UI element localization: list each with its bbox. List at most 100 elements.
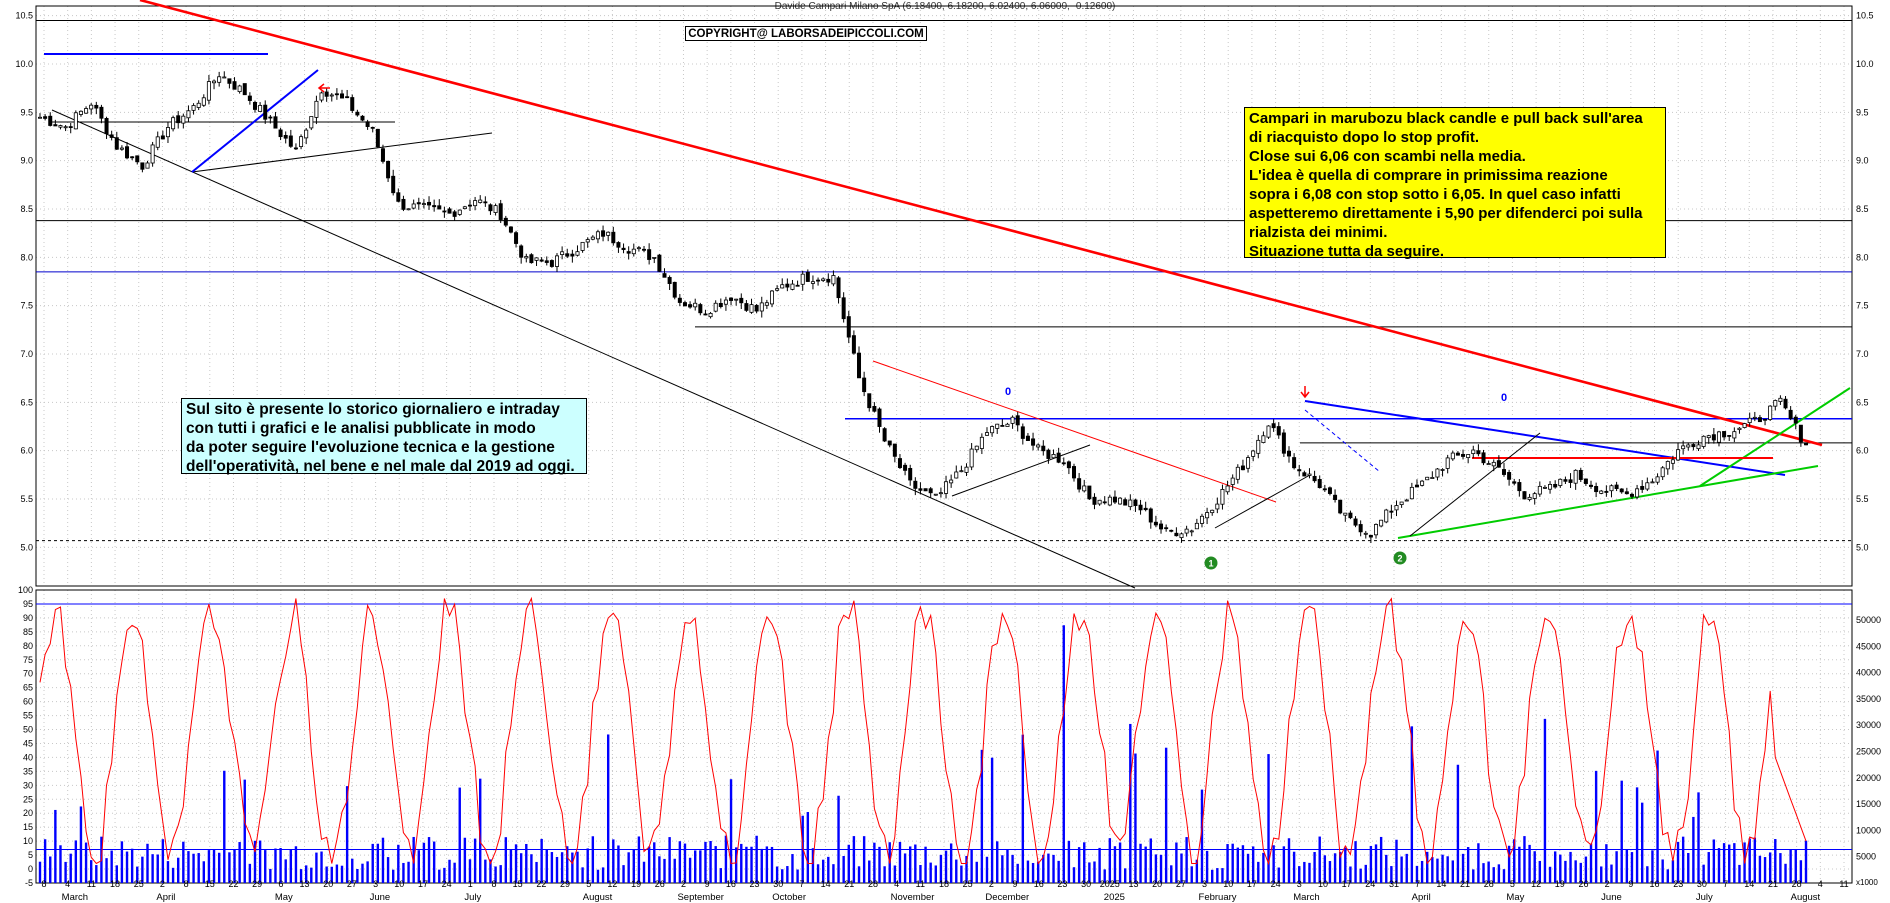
x-day-label: 30 bbox=[1697, 879, 1707, 889]
volume-bar bbox=[1226, 844, 1229, 883]
candle-body bbox=[1542, 486, 1547, 489]
volume-bar bbox=[668, 837, 671, 883]
volume-bar bbox=[786, 866, 789, 883]
volume-bar bbox=[1139, 843, 1142, 883]
volume-bar bbox=[223, 770, 226, 883]
blue-uptrend bbox=[191, 69, 319, 173]
volume-bar bbox=[1697, 792, 1700, 883]
volume-bar bbox=[473, 838, 477, 883]
y-tick-right: 10.5 bbox=[1856, 11, 1874, 21]
volume-bar bbox=[1062, 625, 1065, 883]
volume-bar bbox=[1528, 844, 1531, 883]
candle-body bbox=[974, 445, 979, 451]
candle-body bbox=[1563, 479, 1568, 482]
analysis-note: Campari in marubozu black candle e pull … bbox=[1244, 107, 1666, 260]
x-day-label: 9 bbox=[705, 879, 710, 889]
volume-bar bbox=[432, 841, 436, 883]
x-day-label: 8 bbox=[491, 879, 496, 889]
volume-bar bbox=[1077, 847, 1081, 883]
candle-body bbox=[769, 290, 774, 305]
volume-bar bbox=[274, 848, 277, 883]
candle-body bbox=[959, 470, 964, 473]
volume-bar bbox=[110, 850, 113, 883]
candle-body bbox=[1271, 423, 1276, 429]
volume-bar bbox=[1763, 857, 1767, 883]
volume-bar bbox=[770, 846, 774, 883]
x-day-label: 28 bbox=[1484, 879, 1494, 889]
candle-body bbox=[1609, 485, 1614, 492]
volume-bar bbox=[1180, 853, 1183, 883]
x-day-label: 2025 bbox=[1100, 879, 1120, 889]
candle-body bbox=[89, 104, 94, 110]
x-day-label: 11 bbox=[1839, 879, 1848, 889]
candle-body bbox=[831, 275, 836, 285]
candle-body bbox=[278, 129, 283, 138]
volume-bar bbox=[407, 861, 410, 883]
candle-body bbox=[611, 231, 616, 244]
volume-bar bbox=[1635, 787, 1639, 883]
x-day-label: 10 bbox=[1223, 879, 1233, 889]
volume-bar bbox=[453, 862, 456, 883]
x-day-label: 27 bbox=[1176, 879, 1186, 889]
volume-bar bbox=[1497, 864, 1501, 883]
volume-bar bbox=[1477, 843, 1480, 883]
volume-bar bbox=[489, 859, 492, 883]
candle-body bbox=[1302, 472, 1307, 477]
volume-bar bbox=[1451, 860, 1454, 883]
y-tick-volume: 30000 bbox=[1856, 720, 1881, 730]
x-day-label: 11 bbox=[916, 879, 925, 889]
volume-bar bbox=[171, 867, 175, 883]
volume-bar bbox=[115, 865, 118, 883]
volume-bar bbox=[806, 812, 810, 883]
candle-body bbox=[575, 251, 580, 256]
volume-bar bbox=[38, 861, 42, 883]
volume-bar bbox=[84, 842, 88, 883]
candle-body bbox=[1466, 454, 1471, 459]
candle-body bbox=[1768, 405, 1773, 420]
y-tick-left: 10.0 bbox=[15, 59, 33, 69]
volume-bar bbox=[315, 852, 318, 883]
y-tick-volume: 40000 bbox=[1856, 668, 1881, 678]
candle-body bbox=[1773, 400, 1778, 407]
candle-body bbox=[1322, 488, 1327, 491]
volume-bar bbox=[1518, 846, 1521, 883]
candle-body bbox=[396, 192, 401, 202]
x-day-label: 14 bbox=[1436, 879, 1446, 889]
candle-body bbox=[1599, 490, 1604, 494]
volume-bar bbox=[980, 749, 984, 883]
y-tick-left: 10.5 bbox=[15, 11, 33, 21]
candle-body bbox=[713, 302, 718, 312]
candle-body bbox=[488, 204, 493, 212]
volume-bar bbox=[1170, 865, 1173, 883]
volume-bar bbox=[1758, 855, 1762, 883]
volume-bar bbox=[1656, 750, 1659, 883]
x-day-label: 7 bbox=[799, 879, 804, 889]
candle-body bbox=[810, 281, 815, 284]
volume-bar bbox=[340, 865, 344, 883]
y-tick-right: 7.0 bbox=[1856, 349, 1869, 359]
candle-body bbox=[1010, 416, 1015, 424]
volume-bar bbox=[1057, 860, 1060, 883]
candle-body bbox=[150, 144, 155, 164]
x-day-label: 17 bbox=[418, 879, 428, 889]
volume-bar bbox=[59, 845, 62, 883]
volume-bar bbox=[243, 779, 246, 883]
wave-zero-label: 0 bbox=[1005, 386, 1011, 398]
x-month-label: July bbox=[1696, 892, 1713, 903]
candle-body bbox=[534, 257, 539, 261]
candle-body bbox=[1476, 450, 1481, 455]
volume-bar bbox=[1569, 851, 1572, 883]
candle-body bbox=[1701, 435, 1706, 447]
candle-body bbox=[1553, 483, 1558, 488]
candle-body bbox=[672, 281, 677, 298]
volume-bar bbox=[919, 864, 922, 883]
volume-bar bbox=[576, 851, 579, 883]
volume-bar bbox=[386, 857, 390, 883]
candle-body bbox=[125, 146, 130, 159]
candle-body bbox=[785, 283, 790, 288]
y-tick-osc: 100 bbox=[18, 585, 33, 595]
y-tick-volume: 20000 bbox=[1856, 773, 1881, 783]
price-frame bbox=[35, 5, 1853, 587]
red-left-arrow bbox=[317, 83, 330, 93]
candle-body bbox=[299, 136, 304, 147]
